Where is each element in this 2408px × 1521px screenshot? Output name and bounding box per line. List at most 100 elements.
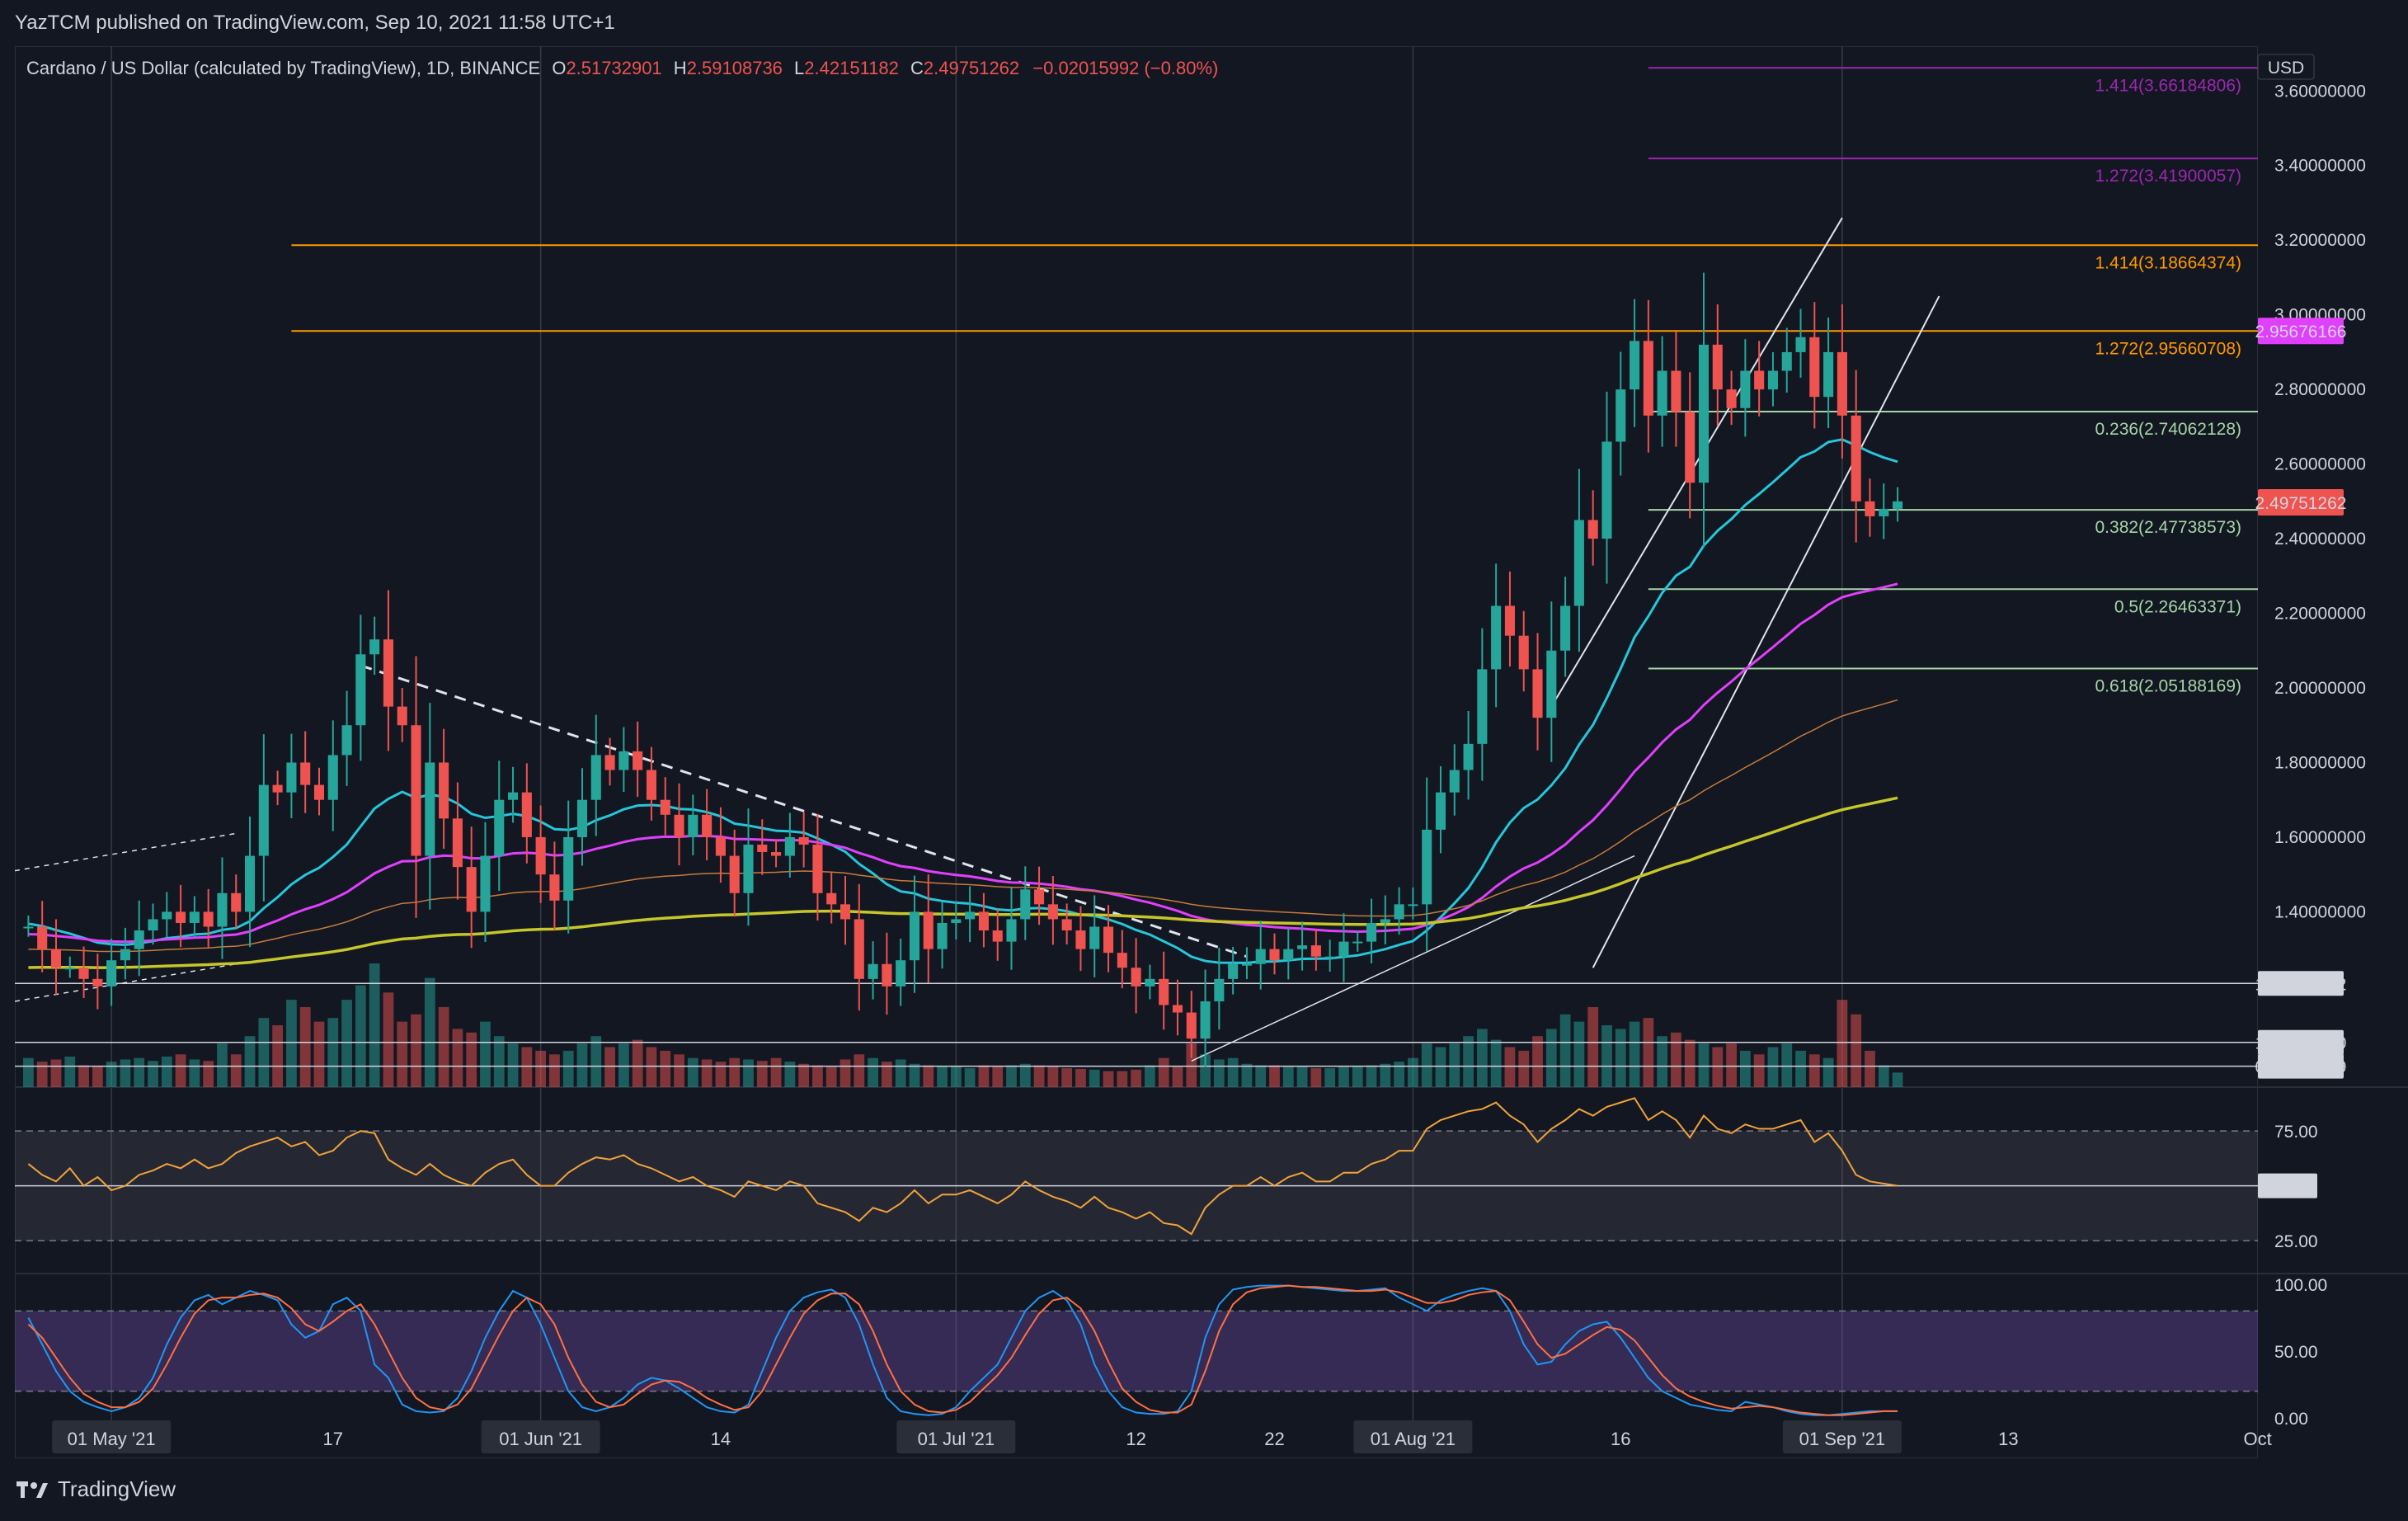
volume-bar	[1380, 1063, 1391, 1087]
candle-body	[1422, 829, 1432, 905]
candle-body	[1338, 941, 1349, 957]
volume-bar	[1366, 1065, 1377, 1087]
time-axis-label: 01 Jun '21	[499, 1429, 582, 1449]
candle-body	[1089, 926, 1100, 949]
level-tag-bg	[2258, 1053, 2344, 1079]
candle-body	[313, 784, 325, 800]
candle-body	[1435, 792, 1446, 830]
candle-body	[1698, 344, 1710, 483]
volume-bar	[729, 1057, 741, 1087]
volume-bar	[120, 1059, 131, 1087]
candle-body	[1352, 941, 1363, 944]
volume-bar	[272, 1025, 283, 1087]
candle-body	[702, 814, 713, 837]
candle-body	[826, 892, 837, 905]
fib-label: 1.414(3.66184806)	[2095, 76, 2242, 95]
volume-bar	[1282, 1067, 1294, 1087]
volume-bar	[1255, 1065, 1267, 1087]
candle-body	[1145, 978, 1155, 987]
candle-body	[452, 818, 463, 868]
candle-body	[978, 911, 989, 931]
candle-body	[480, 855, 491, 912]
candle-body	[1020, 889, 1031, 920]
volume-bar	[923, 1065, 934, 1087]
candle-body	[1685, 412, 1695, 483]
tradingview-logo-icon	[16, 1481, 48, 1499]
candle-body	[868, 963, 878, 979]
candle-body	[798, 836, 809, 845]
volume-bar	[618, 1043, 629, 1087]
volume-bar	[1463, 1036, 1474, 1087]
candle-body	[535, 836, 546, 875]
volume-bar	[715, 1062, 727, 1087]
candle-body	[231, 892, 242, 912]
candle-body	[1186, 1012, 1197, 1039]
candle-body	[1408, 904, 1418, 906]
candle-body	[992, 930, 1003, 942]
volume-bar	[743, 1059, 754, 1087]
brand-name: TradingView	[58, 1476, 176, 1501]
volume-bar	[562, 1050, 574, 1087]
candle-body	[1172, 1005, 1183, 1013]
volume-bar	[1476, 1029, 1488, 1087]
candle-body	[1394, 904, 1404, 920]
candle-body	[341, 725, 352, 756]
low-value: 2.42151182	[804, 58, 899, 78]
candle-body	[466, 867, 477, 912]
volume-bar	[1822, 1057, 1834, 1087]
volume-bar	[1808, 1054, 1820, 1087]
time-axis[interactable]: 01 May '21 17 01 Jun '21 14 01 Jul '21 12 22 01…	[52, 1420, 2272, 1453]
candle-body	[854, 919, 864, 979]
volume-bar	[937, 1067, 948, 1087]
volume-bar	[521, 1047, 533, 1087]
stoch-level-label: 0.00	[2274, 1410, 2308, 1429]
volume-bar	[383, 992, 394, 1087]
candle-body	[120, 949, 130, 961]
volume-bar	[909, 1063, 920, 1087]
candle-body	[134, 930, 144, 949]
price-axis[interactable]: 3.600000003.400000003.200000003.00000000…	[2257, 54, 2366, 921]
candle-body	[383, 639, 393, 707]
candle-body	[1006, 919, 1017, 942]
candle-body	[1061, 919, 1072, 931]
candle-body	[1366, 922, 1377, 942]
candle-body	[1269, 949, 1280, 961]
candle-body	[1200, 1001, 1211, 1039]
moving-averages	[28, 438, 1898, 969]
candle-body	[1117, 953, 1127, 968]
volume-bar	[840, 1059, 851, 1087]
volume-bar	[1103, 1071, 1114, 1087]
volume-bar	[1837, 1000, 1848, 1087]
volume-bar	[230, 1054, 242, 1087]
volume-bar	[1712, 1047, 1724, 1087]
volume-bar	[1421, 1043, 1432, 1087]
time-label-bg	[1782, 1420, 1902, 1453]
volume-bar	[1559, 1014, 1571, 1087]
volume-bar	[1739, 1050, 1751, 1087]
volume-bar	[286, 1000, 297, 1087]
volume-bar	[1684, 1039, 1695, 1087]
candle-body	[1740, 370, 1751, 408]
tradingview-brand[interactable]: TradingView	[16, 1476, 176, 1502]
volume-bar	[1172, 1067, 1183, 1087]
volume-bar	[978, 1065, 990, 1087]
volume-bar	[1241, 1063, 1253, 1087]
candle-body	[1893, 501, 1903, 509]
price-tick-label: 2.80000000	[2274, 380, 2366, 399]
price-tick-label: 2.20000000	[2274, 605, 2366, 624]
candle-body	[1851, 415, 1861, 502]
candle-body	[674, 814, 684, 837]
volume-bar	[632, 1039, 643, 1087]
volume-bar	[480, 1021, 491, 1087]
price-tick-label: 2.40000000	[2274, 530, 2366, 549]
volume-bar	[687, 1057, 698, 1087]
close-label: C	[910, 58, 924, 78]
candle-body	[1795, 337, 1806, 352]
volume-bar	[175, 1054, 186, 1087]
volume-bar	[411, 1014, 421, 1087]
candle-body	[646, 770, 656, 800]
volume-bar	[1629, 1021, 1640, 1087]
volume-bar	[1089, 1069, 1100, 1087]
candle-body	[1131, 968, 1141, 987]
